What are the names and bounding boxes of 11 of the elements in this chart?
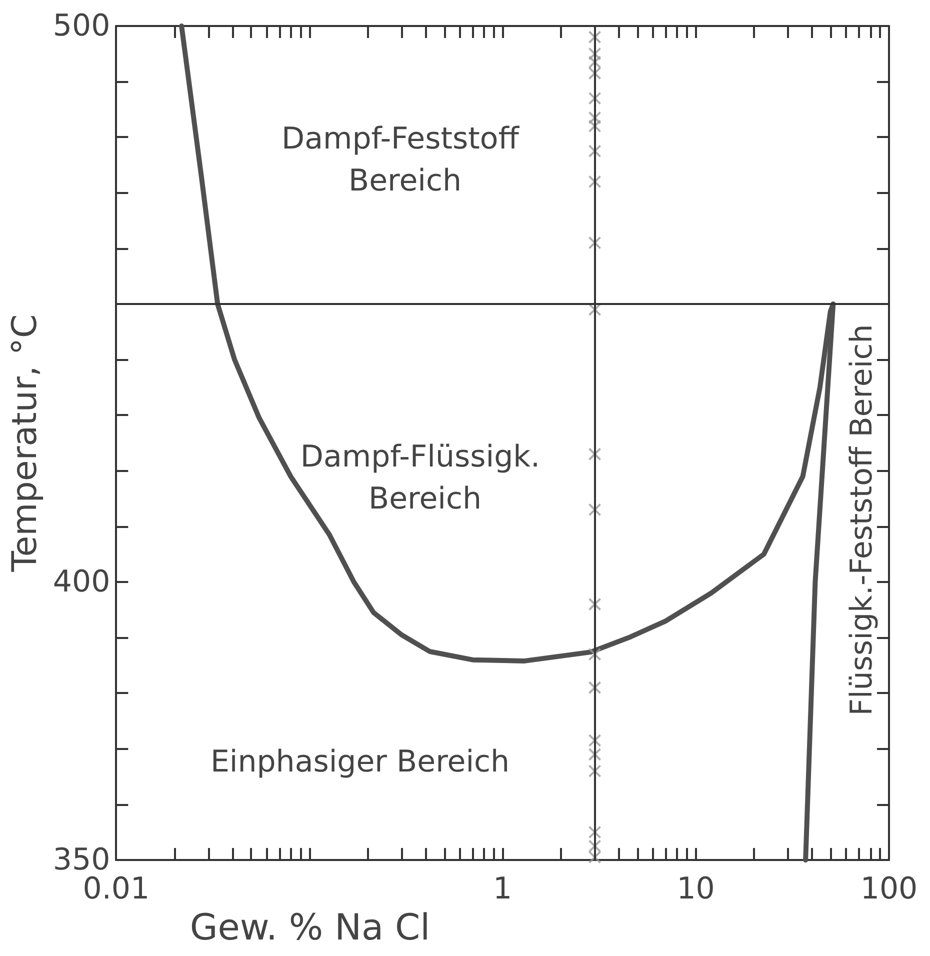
annotation: Dampf-Feststoff Bereich [282,122,528,198]
x-axis-title: Gew. % Na Cl [190,908,430,948]
x-tick-label: 100 [860,872,918,906]
x-tick-label: 1 [493,872,512,906]
y-tick-label: 400 [52,564,110,600]
y-tick-label: 500 [52,8,110,44]
x-tick-label: 10 [676,872,715,906]
annotation: Dampf-Flüssigk. Bereich [300,440,550,516]
y-axis-title: Temperatur, °C [5,314,45,573]
annotation: Einphasiger Bereich [210,744,510,780]
annotation: Flüssigk.-Feststoff Bereich [844,324,880,716]
